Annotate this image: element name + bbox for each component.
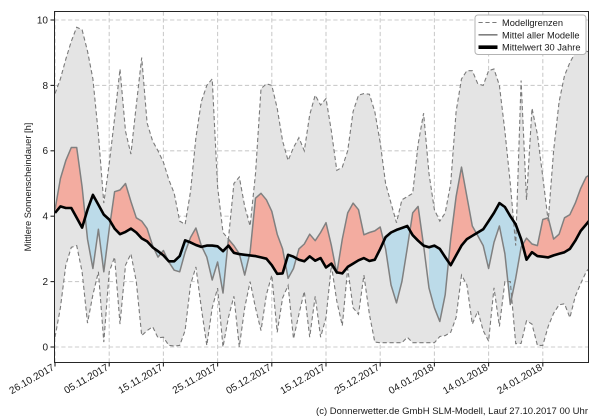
svg-text:4: 4	[42, 212, 48, 223]
svg-text:0: 0	[42, 342, 48, 353]
svg-text:Mittlere Sonnenscheindauer [h]: Mittlere Sonnenscheindauer [h]	[23, 123, 33, 252]
svg-text:8: 8	[42, 81, 48, 92]
svg-text:(c) Donnerwetter.de GmbH SLM-M: (c) Donnerwetter.de GmbH SLM-Modell, Lau…	[316, 406, 588, 417]
svg-text:6: 6	[42, 146, 48, 157]
svg-text:Mittel aller Modelle: Mittel aller Modelle	[502, 30, 580, 40]
svg-text:Mittelwert 30 Jahre: Mittelwert 30 Jahre	[502, 43, 581, 53]
svg-text:2: 2	[42, 277, 48, 288]
svg-text:10: 10	[37, 15, 49, 26]
svg-text:Modellgrenzen: Modellgrenzen	[502, 18, 563, 28]
